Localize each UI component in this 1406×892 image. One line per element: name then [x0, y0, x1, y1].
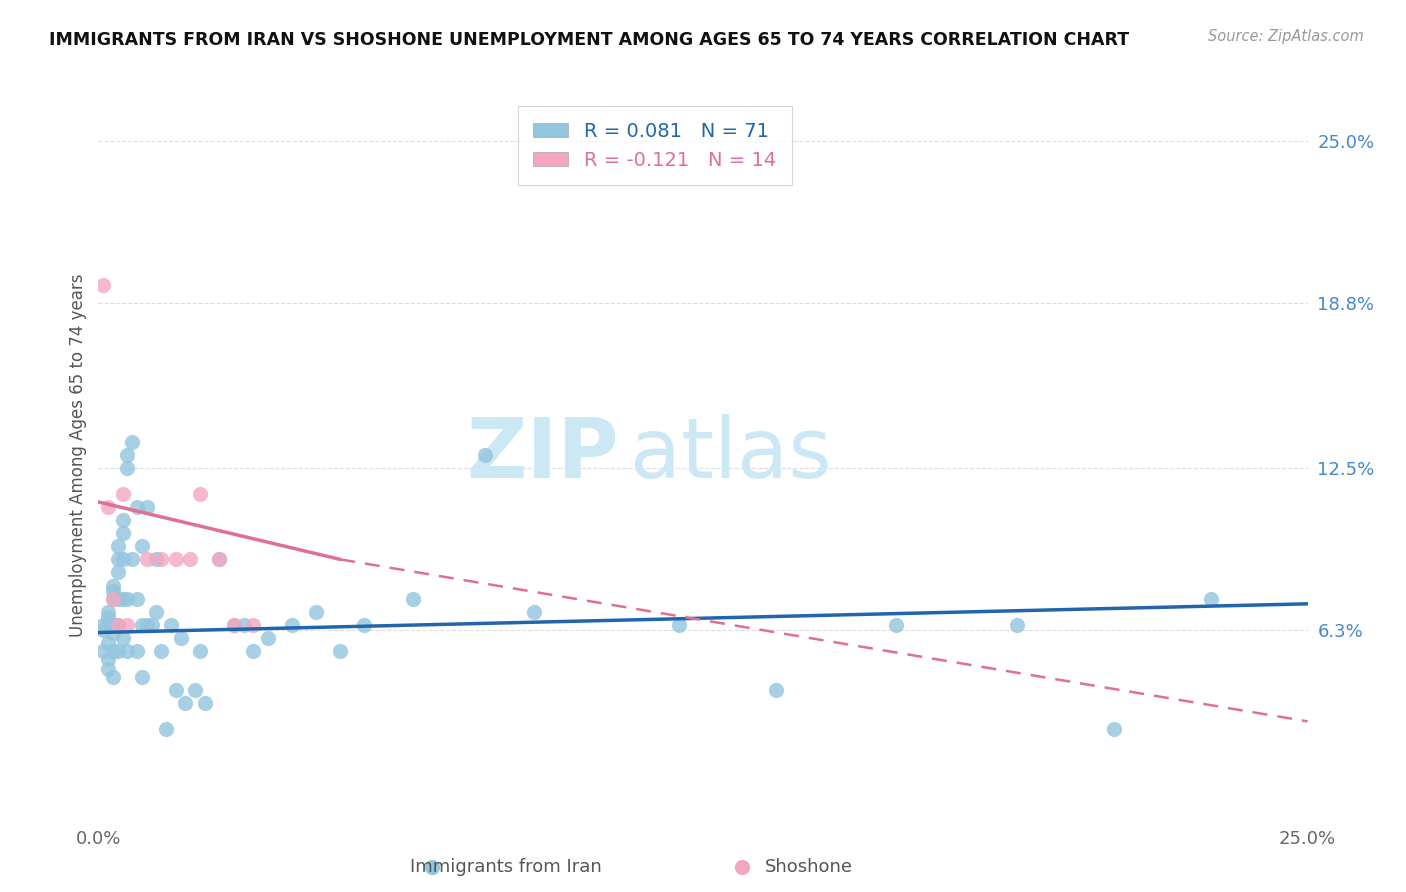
Point	[1007, 617, 1029, 632]
Point	[141, 617, 163, 632]
Point	[117, 591, 139, 606]
Point	[101, 591, 124, 606]
Point	[111, 552, 134, 566]
Point	[281, 617, 304, 632]
Point	[117, 461, 139, 475]
Point	[97, 500, 120, 515]
Point	[117, 448, 139, 462]
Point	[97, 662, 120, 676]
Point	[111, 631, 134, 645]
Point	[127, 500, 149, 515]
Point	[101, 644, 124, 658]
Point	[150, 644, 173, 658]
Legend: R = 0.081   N = 71, R = -0.121   N = 14: R = 0.081 N = 71, R = -0.121 N = 14	[517, 106, 792, 185]
Point	[121, 434, 143, 449]
Point	[169, 631, 191, 645]
Y-axis label: Unemployment Among Ages 65 to 74 years: Unemployment Among Ages 65 to 74 years	[69, 273, 87, 637]
Point	[222, 617, 245, 632]
Text: Immigrants from Iran: Immigrants from Iran	[411, 858, 602, 876]
Point	[329, 644, 352, 658]
Point	[523, 605, 546, 619]
Point	[127, 644, 149, 658]
Point	[155, 723, 177, 737]
Point	[208, 552, 231, 566]
Text: IMMIGRANTS FROM IRAN VS SHOSHONE UNEMPLOYMENT AMONG AGES 65 TO 74 YEARS CORRELAT: IMMIGRANTS FROM IRAN VS SHOSHONE UNEMPLO…	[49, 31, 1129, 49]
Point	[131, 539, 153, 553]
Point	[101, 578, 124, 592]
Point	[765, 683, 787, 698]
Point	[135, 552, 157, 566]
Text: ZIP: ZIP	[465, 415, 619, 495]
Point	[160, 617, 183, 632]
Point	[174, 696, 197, 710]
Point	[1102, 723, 1125, 737]
Point	[111, 591, 134, 606]
Point	[91, 623, 114, 637]
Point	[188, 644, 211, 658]
Point	[101, 670, 124, 684]
Point	[232, 617, 254, 632]
Point	[305, 605, 328, 619]
Point	[107, 539, 129, 553]
Point	[101, 591, 124, 606]
Point	[242, 644, 264, 658]
Point	[165, 683, 187, 698]
Point	[127, 591, 149, 606]
Point	[97, 610, 120, 624]
Point	[242, 617, 264, 632]
Point	[886, 617, 908, 632]
Point	[184, 683, 207, 698]
Point	[145, 552, 167, 566]
Point	[107, 591, 129, 606]
Point	[117, 617, 139, 632]
Point	[165, 552, 187, 566]
Point	[97, 605, 120, 619]
Point	[1199, 591, 1222, 606]
Point	[668, 617, 690, 632]
Text: atlas: atlas	[630, 415, 832, 495]
Point	[194, 696, 217, 710]
Point	[179, 552, 201, 566]
Text: Shoshone: Shoshone	[765, 858, 852, 876]
Point	[97, 651, 120, 665]
Point	[353, 617, 375, 632]
Point	[101, 583, 124, 598]
Point	[474, 448, 496, 462]
Point	[91, 617, 114, 632]
Point	[145, 605, 167, 619]
Point	[97, 617, 120, 632]
Point	[111, 487, 134, 501]
Point	[135, 617, 157, 632]
Point	[111, 526, 134, 541]
Point	[101, 617, 124, 632]
Point	[731, 860, 754, 874]
Point	[117, 644, 139, 658]
Point	[97, 636, 120, 650]
Point	[107, 617, 129, 632]
Point	[188, 487, 211, 501]
Point	[135, 500, 157, 515]
Point	[91, 278, 114, 293]
Point	[107, 552, 129, 566]
Point	[131, 670, 153, 684]
Point	[107, 644, 129, 658]
Point	[131, 617, 153, 632]
Text: Source: ZipAtlas.com: Source: ZipAtlas.com	[1208, 29, 1364, 44]
Point	[208, 552, 231, 566]
Point	[256, 631, 278, 645]
Point	[121, 552, 143, 566]
Point	[107, 566, 129, 580]
Point	[422, 860, 444, 874]
Point	[222, 617, 245, 632]
Point	[150, 552, 173, 566]
Point	[402, 591, 425, 606]
Point	[91, 644, 114, 658]
Point	[111, 513, 134, 527]
Point	[101, 625, 124, 640]
Point	[107, 617, 129, 632]
